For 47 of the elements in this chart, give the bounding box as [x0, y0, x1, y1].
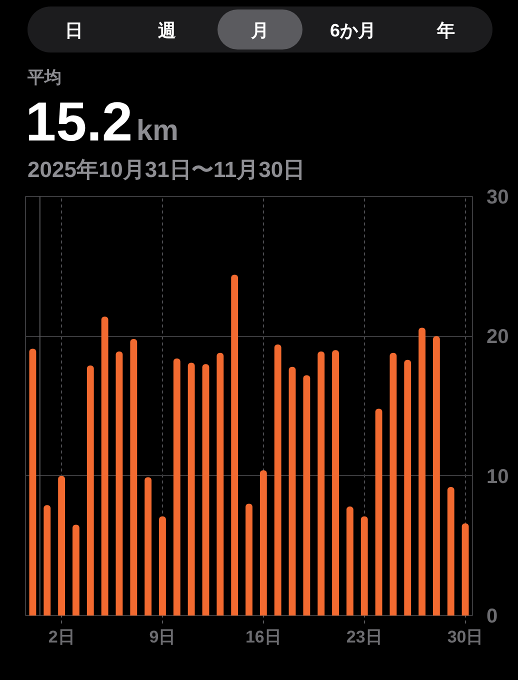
bar [418, 328, 426, 616]
bar [72, 524, 80, 616]
x-tick-label: 23日 [346, 628, 382, 646]
text: 日 [65, 20, 83, 40]
y-tick-label: 10 [486, 466, 509, 488]
bar [246, 504, 252, 616]
bar [101, 316, 108, 616]
y-tick-label: 20 [486, 326, 509, 348]
bar [303, 375, 310, 616]
bar [116, 352, 123, 616]
bar [216, 352, 224, 616]
bar [130, 338, 138, 616]
bar [318, 352, 325, 616]
bar [390, 352, 397, 616]
bar [29, 348, 36, 616]
bar [188, 362, 195, 616]
x-tick-label: 16日 [245, 628, 282, 646]
y-tick-label: 0 [486, 606, 498, 628]
text: 週 [157, 20, 176, 40]
bar [332, 350, 339, 616]
bar [375, 408, 382, 616]
text: 年 [436, 20, 455, 40]
bar [274, 344, 282, 616]
chart-subtitle: 2025年10月31日〜11月30日 [28, 157, 306, 182]
bar [86, 365, 94, 616]
bar [288, 366, 296, 616]
bar [144, 477, 152, 616]
bar [432, 336, 440, 616]
bar [173, 358, 180, 616]
bar [231, 274, 238, 616]
text: 月 [250, 20, 269, 40]
bar [404, 360, 412, 616]
x-tick-label: 2日 [48, 628, 75, 646]
bar [462, 523, 469, 616]
x-tick-label: 9日 [149, 628, 176, 646]
bar [447, 487, 454, 616]
bar [202, 364, 210, 616]
bar [58, 476, 66, 616]
bar [260, 470, 267, 616]
chart-title: 平均 [26, 68, 62, 87]
text: 6か月 [330, 20, 376, 40]
bar [346, 506, 354, 616]
x-tick-label: 30日 [447, 628, 484, 646]
y-tick-label: 30 [486, 186, 509, 208]
bar [360, 516, 368, 616]
bar [44, 505, 51, 616]
bar [159, 516, 166, 616]
